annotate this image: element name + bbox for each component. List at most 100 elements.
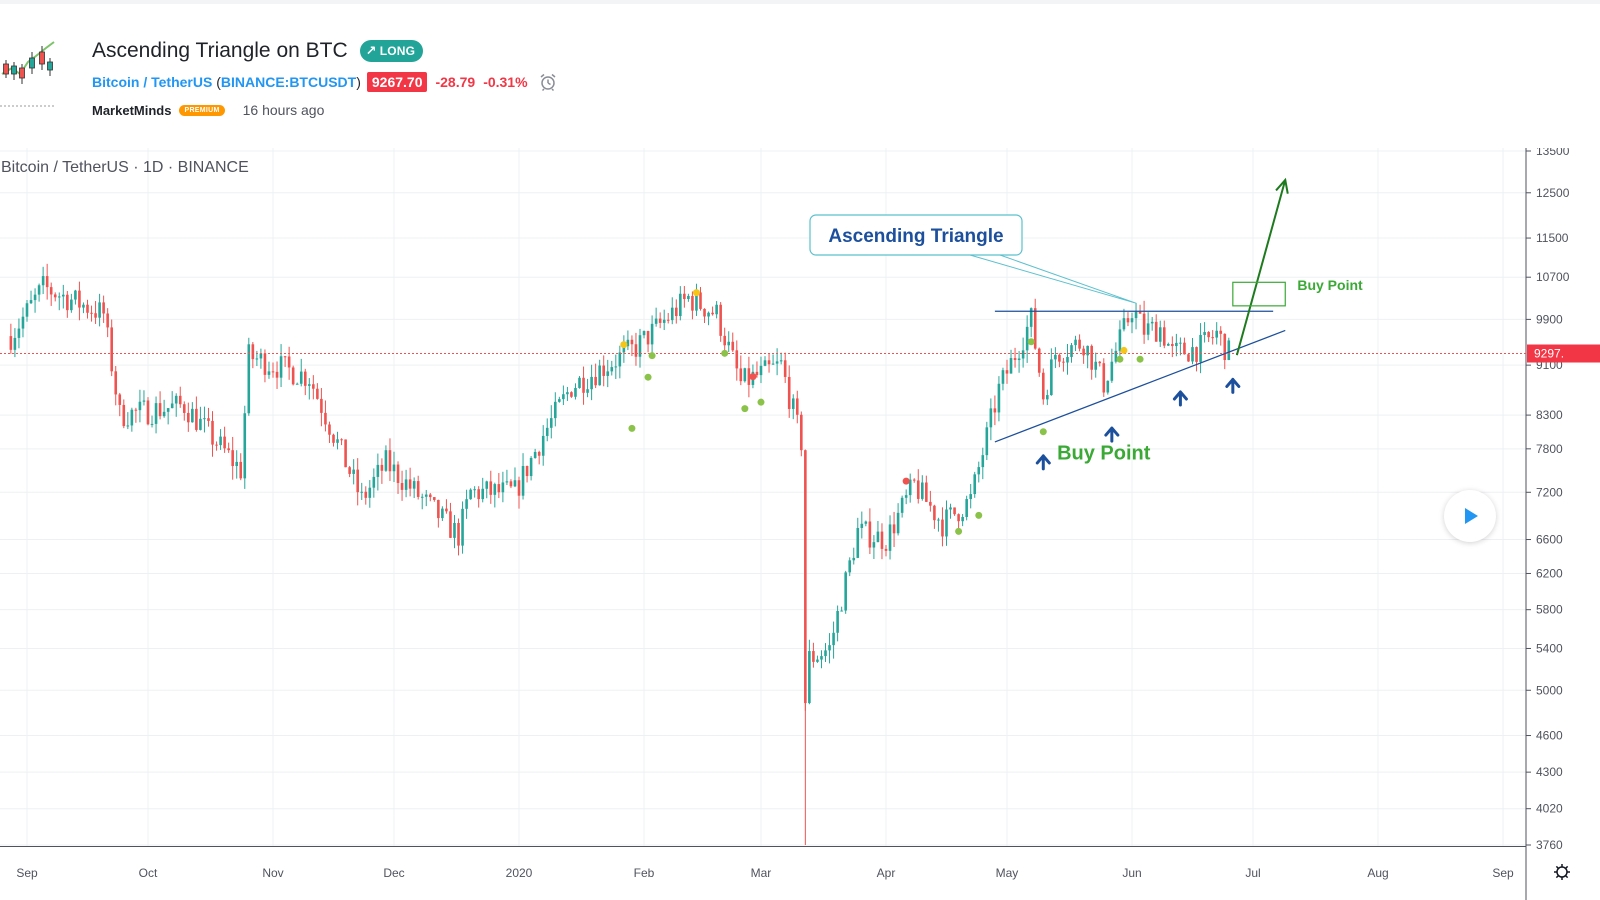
candle-body [808, 651, 811, 704]
gear-icon[interactable] [1556, 866, 1568, 878]
candle-body [800, 414, 803, 451]
price-chart[interactable]: Sep Oct Nov Dec 2020 Feb Mar Apr May Jun Jul Aug Sep… [0, 148, 1600, 900]
candle-body [61, 294, 65, 297]
candle-body [412, 481, 416, 489]
candle-body [537, 451, 541, 456]
candle-body [37, 285, 41, 295]
current-price-label: 9297. [1534, 347, 1564, 361]
candle-body [420, 496, 424, 498]
projection-arrow[interactable] [1235, 179, 1287, 356]
candle-body [953, 507, 956, 515]
x-axis-tick-label: 2020 [506, 866, 533, 880]
candle-body [888, 524, 892, 551]
candle-body [586, 389, 589, 393]
candle-body [94, 313, 97, 318]
y-axis-tick-label: 8300 [1536, 408, 1563, 422]
target-zone-box[interactable] [1232, 281, 1286, 307]
candle-body [1195, 347, 1198, 362]
close-paren: ) [356, 74, 361, 90]
candle-body [606, 371, 610, 376]
candle-body [352, 469, 355, 474]
x-axis-tick-label: Mar [751, 866, 772, 880]
candle-body [1146, 323, 1150, 335]
candle-body [235, 461, 239, 467]
candle-body [864, 521, 868, 524]
up-arrow-icon [1225, 377, 1241, 394]
signal-dot [1136, 355, 1144, 363]
candle-body [945, 509, 948, 537]
candle-body [937, 519, 940, 521]
callout-box[interactable] [809, 214, 1023, 256]
candle-body [997, 383, 1001, 413]
candle-body [1138, 311, 1142, 314]
y-axis-tick-label: 5000 [1536, 683, 1563, 697]
candle-body [719, 304, 722, 336]
title-row: Ascending Triangle on BTC ↗ LONG [92, 36, 424, 66]
signal-dot [648, 352, 656, 360]
candle-body [1094, 361, 1098, 370]
candle-body [441, 508, 444, 519]
candle-body [731, 341, 735, 351]
candle-body [178, 395, 182, 405]
y-axis-tick-label: 7800 [1536, 442, 1563, 456]
candle-body [763, 360, 767, 366]
candle-body [541, 435, 545, 456]
candle-body [904, 495, 908, 498]
alarm-clock-icon[interactable] [538, 72, 558, 92]
candle-body [872, 542, 876, 548]
candle-body [517, 480, 521, 496]
candle-body [82, 304, 85, 308]
signal-dot [1027, 338, 1035, 346]
long-badge: ↗ LONG [359, 40, 424, 62]
candle-body [985, 427, 989, 456]
candle-body [336, 439, 339, 443]
candle-body [1199, 334, 1202, 362]
candle-body [1074, 339, 1077, 346]
signal-dot [628, 424, 636, 432]
candle-body [1001, 370, 1005, 384]
candle-body [287, 356, 291, 368]
gear-icon-tooth [1555, 875, 1559, 879]
candle-body [642, 331, 646, 336]
candle-body [1066, 356, 1069, 363]
candle-body [150, 423, 154, 425]
premium-badge: PREMIUM [179, 104, 225, 116]
chart-thumbnail-icon[interactable] [0, 34, 56, 110]
candle-body [1126, 318, 1130, 323]
candle-body [1086, 345, 1089, 356]
candle-body [340, 439, 343, 441]
candle-body [949, 507, 952, 510]
signal-dot [757, 398, 765, 406]
candle-body [400, 483, 404, 490]
y-axis-tick-label: 11500 [1536, 231, 1569, 245]
symbol-row: Bitcoin / TetherUS (BINANCE:BTCUSDT) 926… [92, 70, 558, 94]
chart-area[interactable]: Sep Oct Nov Dec 2020 Feb Mar Apr May Jun Jul Aug Sep… [0, 148, 1600, 900]
candle-body [824, 650, 827, 657]
symbol-link[interactable]: Bitcoin / TetherUS [92, 74, 213, 90]
exchange-ticker-link[interactable]: BINANCE:BTCUSDT [220, 74, 357, 90]
candle-body [211, 420, 214, 445]
play-button[interactable] [1444, 490, 1496, 542]
candle-body [195, 408, 198, 430]
candle-body [666, 319, 670, 321]
signal-dot [721, 349, 729, 357]
candle-body [489, 481, 493, 495]
candle-body [957, 514, 960, 522]
candle-body [360, 491, 364, 493]
candle-body [739, 368, 743, 382]
candle-body [618, 352, 622, 367]
author-name[interactable]: MarketMinds [92, 102, 172, 118]
y-axis-tick-label: 9900 [1536, 312, 1563, 326]
x-axis-tick-label: Sep [1492, 866, 1514, 880]
candle-body [1078, 339, 1081, 349]
candle-body [1183, 342, 1186, 355]
candle-body [614, 366, 618, 368]
support-trend-line[interactable] [994, 329, 1286, 443]
candle-body [332, 434, 335, 443]
candle-body [424, 494, 428, 497]
candle-body [771, 363, 775, 365]
candle-body [795, 398, 799, 415]
candle-body [977, 467, 981, 475]
candle-body [513, 480, 517, 487]
candle-body [1090, 345, 1093, 370]
